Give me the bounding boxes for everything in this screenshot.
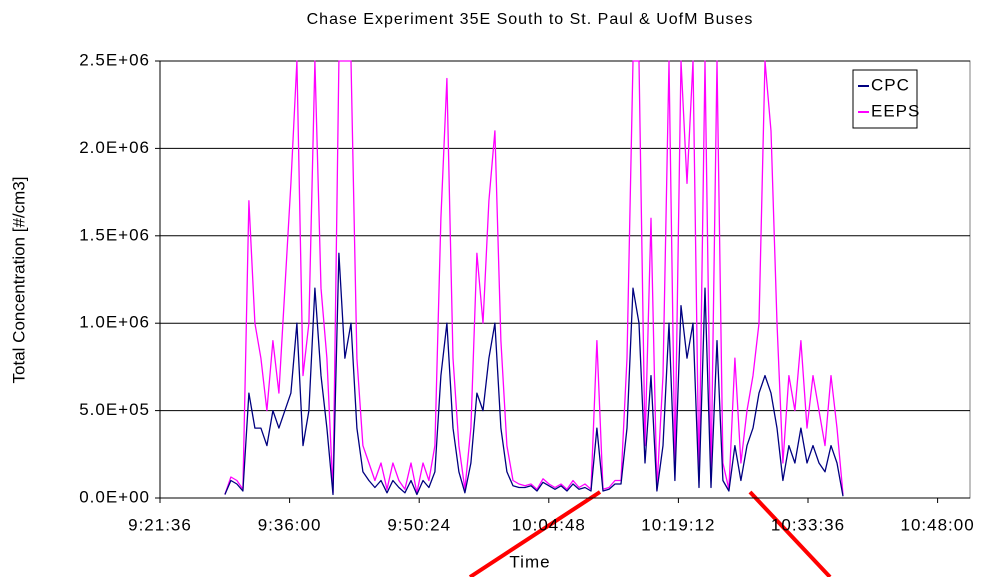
legend: CPC EEPS <box>852 69 920 129</box>
y-tick-label: 2.5E+06 <box>79 50 150 69</box>
y-axis-label: Total Concentration [#/cm3] <box>9 177 28 384</box>
y-tick-label: 1.0E+06 <box>79 313 150 332</box>
x-tick-label: 10:48:00 <box>901 515 975 534</box>
x-tick-label: 10:19:12 <box>641 515 715 534</box>
x-tick-label: 9:36:00 <box>258 515 322 534</box>
y-tick-label: 0.0E+00 <box>79 487 150 506</box>
annotation-arrow <box>748 490 832 577</box>
x-tick-label: 10:33:36 <box>771 515 845 534</box>
y-tick-label: 2.0E+06 <box>79 138 150 157</box>
legend-box <box>852 69 918 129</box>
legend-label: CPC <box>871 75 910 94</box>
x-tick-label: 9:21:36 <box>128 515 192 534</box>
plot-frame <box>159 60 971 499</box>
legend-label: EEPS <box>871 101 920 120</box>
annotation-arrow <box>468 490 602 577</box>
series-line <box>224 60 844 495</box>
x-axis-label: Time <box>509 552 550 571</box>
x-tick-label: 10:04:48 <box>512 515 586 534</box>
y-tick-label: 1.5E+06 <box>79 225 150 244</box>
chart-title: Chase Experiment 35E South to St. Paul &… <box>307 11 754 28</box>
y-tick-label: 5.0E+05 <box>79 400 150 419</box>
series-line <box>224 252 844 497</box>
x-tick-label: 9:50:24 <box>387 515 451 534</box>
